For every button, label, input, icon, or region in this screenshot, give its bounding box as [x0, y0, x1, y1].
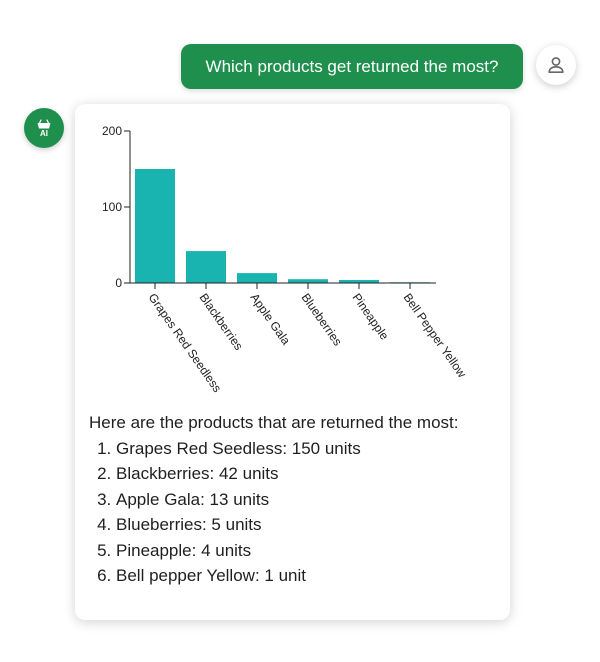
list-item: Blueberries: 5 units — [116, 512, 489, 538]
ai-avatar: AI — [24, 108, 64, 148]
x-tick-label: Bell Pepper Yellow — [401, 291, 470, 381]
bar — [186, 251, 226, 283]
user-avatar[interactable] — [536, 45, 576, 85]
user-message-bubble: Which products get returned the most? — [181, 44, 523, 89]
x-tick-label: Blueberries — [299, 291, 345, 349]
user-message-text: Which products get returned the most? — [205, 56, 499, 76]
person-icon — [548, 57, 564, 73]
x-tick-label: Blackberries — [197, 291, 246, 353]
ai-avatar-label: AI — [40, 128, 48, 138]
shopping-basket-icon — [37, 118, 51, 128]
bar — [135, 169, 175, 283]
y-axis: 0 100 200 — [102, 124, 131, 290]
list-item: Pineapple: 4 units — [116, 538, 489, 564]
bars — [135, 169, 430, 283]
bar — [288, 279, 328, 283]
list-item: Blackberries: 42 units — [116, 461, 489, 487]
list-item: Grapes Red Seedless: 150 units — [116, 436, 489, 462]
x-tick-label: Pineapple — [350, 291, 392, 343]
answer-text: Here are the products that are returned … — [89, 410, 489, 589]
list-item: Apple Gala: 13 units — [116, 487, 489, 513]
y-tick-label: 200 — [102, 124, 122, 138]
list-item: Bell pepper Yellow: 1 unit — [116, 563, 489, 589]
ai-response-card: 0 100 200 Grapes Red Seedless Blackberries A… — [75, 104, 510, 620]
answer-intro: Here are the products that are returned … — [89, 413, 459, 432]
answer-list: Grapes Red Seedless: 150 units Blackberr… — [89, 436, 489, 589]
y-tick-label: 100 — [102, 200, 122, 214]
y-tick-label: 0 — [115, 276, 122, 290]
bar — [237, 273, 277, 283]
x-tick-label: Apple Gala — [248, 291, 294, 348]
bar — [339, 279, 379, 283]
